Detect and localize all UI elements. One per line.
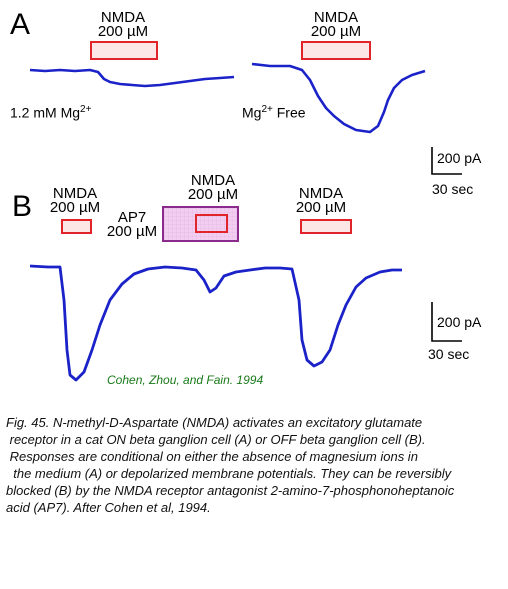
- panel-a-scale-current-label: 200 pA: [437, 150, 482, 166]
- panel-b-scale-bar: [431, 302, 462, 342]
- caption-line: blocked (B) by the NMDA receptor antagon…: [6, 483, 455, 498]
- panel-b-nmda3-label: NMDA 200 µM: [295, 185, 347, 216]
- panel-b-trace: [29, 264, 402, 382]
- panel-b-scale-time-label: 30 sec: [428, 346, 470, 362]
- panel-a-left-drug-label: NMDA 200 µM: [97, 9, 149, 40]
- panel-a-left-trace: [29, 68, 235, 88]
- citation-credit: Cohen, Zhou, and Fain. 1994: [107, 373, 264, 387]
- panel-a-scale-bar: [431, 147, 462, 175]
- panel-b-nmda1-label: NMDA 200 µM: [49, 185, 101, 216]
- panel-a-scale-time-label: 30 sec: [432, 181, 474, 197]
- panel-b-nmda2-label: NMDA 200 µM: [187, 172, 239, 203]
- panel-b-scale-current-label: 200 pA: [437, 314, 482, 330]
- panel-b-nmda1-bar: [61, 219, 92, 234]
- panel-a-right-trace: [251, 62, 426, 134]
- panel-b-letter: B: [12, 190, 33, 223]
- caption-line: the medium (A) or depolarized membrane p…: [6, 466, 452, 481]
- caption-line: Responses are conditional on either the …: [6, 449, 418, 464]
- panel-b-nmda3-bar: [300, 219, 352, 234]
- panel-a-letter: A: [10, 8, 31, 41]
- panel-a-right-nmda-bar: [301, 41, 371, 60]
- panel-a-right-drug-label: NMDA 200 µM: [310, 9, 362, 40]
- caption-line: receptor in a cat ON beta ganglion cell …: [6, 432, 426, 447]
- panel-b-ap7-label: AP7 200 µM: [106, 209, 158, 240]
- panel-b-nmda2-bar: [195, 214, 228, 233]
- panel-a-left-condition: 1.2 mM Mg2+: [10, 104, 92, 121]
- caption-line: acid (AP7). After Cohen et al, 1994.: [6, 500, 211, 515]
- figure-caption: Fig. 45. N-methyl-D-Aspartate (NMDA) act…: [6, 414, 454, 516]
- panel-b-ap7-bar: [162, 206, 239, 242]
- panel-a-right-condition: Mg2+ Free: [242, 104, 306, 121]
- panel-a-left-nmda-bar: [90, 41, 158, 60]
- caption-line: Fig. 45. N-methyl-D-Aspartate (NMDA) act…: [6, 415, 423, 430]
